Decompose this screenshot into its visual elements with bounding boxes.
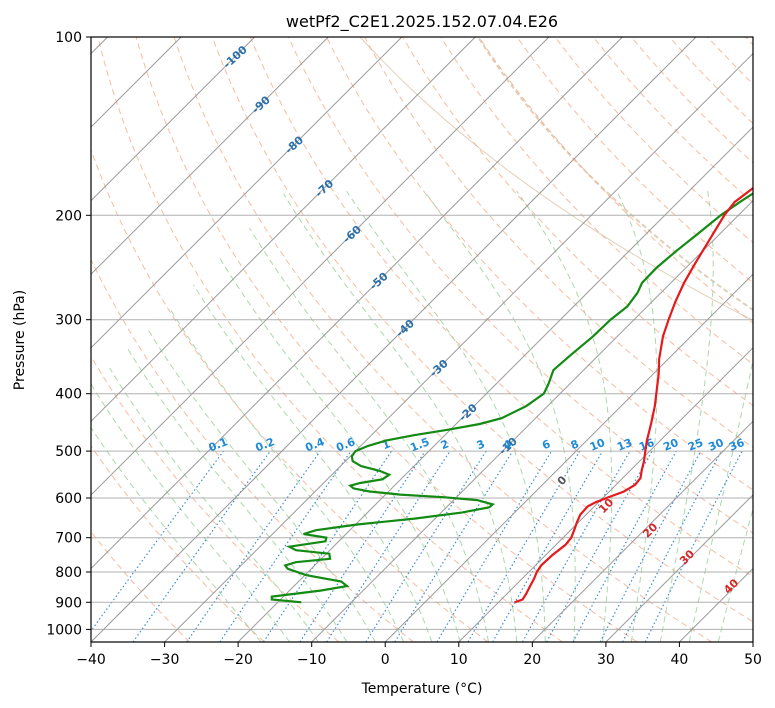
isotherm <box>164 52 753 642</box>
y-tick-label: 200 <box>55 208 82 224</box>
x-axis-label: Temperature (°C) <box>361 681 483 697</box>
moist-adiabat <box>193 284 433 642</box>
x-tick-label: 20 <box>523 652 541 668</box>
moist-adiabat <box>109 367 319 642</box>
dry-adiabat <box>91 445 265 642</box>
x-tick-label: 40 <box>670 652 688 668</box>
isotherm <box>752 641 753 642</box>
y-tick-label: 600 <box>55 491 82 507</box>
mixing-ratio-line <box>91 450 224 632</box>
y-axis-label: Pressure (hPa) <box>12 290 28 390</box>
plot-area-background <box>91 37 753 642</box>
y-tick-label: 800 <box>55 565 82 581</box>
background-curve <box>477 37 753 312</box>
y-tick-label: 500 <box>55 444 82 460</box>
isotherm <box>605 494 753 642</box>
moist-adiabat <box>219 257 461 642</box>
isotherms <box>91 37 753 642</box>
moist-adiabat <box>616 190 658 642</box>
mixing-ratio-line <box>263 450 393 642</box>
mixing-ratio-line <box>186 450 321 642</box>
x-tick-label: 10 <box>450 652 468 668</box>
isotherm <box>237 126 753 642</box>
moist-adiabat <box>659 191 714 642</box>
x-tick-label: 50 <box>744 652 762 668</box>
isotherm <box>384 273 753 642</box>
x-tick-label: −10 <box>297 652 327 668</box>
mixing-ratio-label: 1 <box>380 437 392 452</box>
x-tick-label: 0 <box>381 652 390 668</box>
mixing-ratio-line <box>394 450 514 642</box>
dry-adiabat <box>249 37 753 578</box>
y-tick-label: 100 <box>55 30 82 46</box>
x-tick-label: −20 <box>223 652 253 668</box>
y-axis: 100 200 300 400 500 600 700 800 900 1000 <box>46 30 91 638</box>
isotherm <box>311 199 753 642</box>
moist-adiabat <box>516 190 613 642</box>
plot-frame <box>90 36 754 643</box>
moist-adiabat <box>147 329 376 642</box>
dry-adiabat <box>91 355 340 642</box>
mixing-ratio-label: 30 <box>707 436 726 454</box>
moist-adiabat <box>688 357 753 642</box>
isotherm <box>531 420 753 642</box>
isotherm <box>91 37 623 570</box>
x-axis: −40 −30 −20 −10 0 10 20 30 40 50 <box>76 642 762 668</box>
dry-adiabat <box>211 37 753 623</box>
y-tick-label: 1000 <box>46 622 82 638</box>
mixing-ratio-label: 36 <box>727 436 746 454</box>
x-tick-label: −30 <box>150 652 180 668</box>
dry-adiabats <box>91 37 753 642</box>
isotherm <box>91 37 256 202</box>
mixing-ratio-label: 3 <box>475 437 487 452</box>
dry-adiabat <box>173 37 713 642</box>
mixing-ratio-line <box>219 450 352 642</box>
isotherm <box>91 37 697 642</box>
moist-adiabat <box>248 227 489 642</box>
background-curve <box>359 37 753 321</box>
pressure-gridlines <box>91 37 753 630</box>
mixing-ratio-label: 10 <box>588 436 607 454</box>
background-reference-curves <box>359 37 753 321</box>
x-tick-label: −40 <box>76 652 106 668</box>
isotherm <box>91 37 550 496</box>
dry-adiabat <box>287 37 753 534</box>
isotherm <box>91 37 329 275</box>
mixing-ratio-label: 20 <box>661 436 680 454</box>
mixing-ratio-line <box>326 450 451 642</box>
series-temperature-line <box>514 186 753 604</box>
series-dewpoint-line <box>270 192 753 604</box>
dry-adiabat <box>326 37 753 491</box>
isotherm <box>91 37 403 349</box>
mixing-ratio-label: 8 <box>569 437 581 452</box>
x-tick-label: 30 <box>597 652 615 668</box>
y-tick-label: 700 <box>55 531 82 547</box>
dry-adiabat <box>135 37 638 642</box>
chart-title: wetPf2_C2E1.2025.152.07.04.E26 <box>286 12 558 32</box>
moist-adiabat <box>127 348 348 642</box>
mixing-ratio-label: 25 <box>686 436 705 454</box>
mixing-ratio-line <box>546 450 653 642</box>
y-tick-label: 900 <box>55 595 82 611</box>
mixing-ratio-lines <box>91 450 743 642</box>
dry-adiabat <box>91 258 414 642</box>
dry-adiabat <box>97 37 563 642</box>
mixing-ratio-label: 13 <box>615 436 634 454</box>
mixing-ratio-line <box>521 450 631 642</box>
mixing-ratio-line <box>644 450 743 642</box>
mixing-ratio-label: 2 <box>439 437 451 452</box>
moist-adiabat <box>168 307 405 642</box>
mixing-ratio-line <box>572 450 677 642</box>
y-tick-label: 400 <box>55 387 82 403</box>
isotherm <box>91 37 476 423</box>
y-tick-label: 300 <box>55 313 82 329</box>
mixing-ratio-line <box>132 450 271 642</box>
isotherm <box>458 347 753 642</box>
